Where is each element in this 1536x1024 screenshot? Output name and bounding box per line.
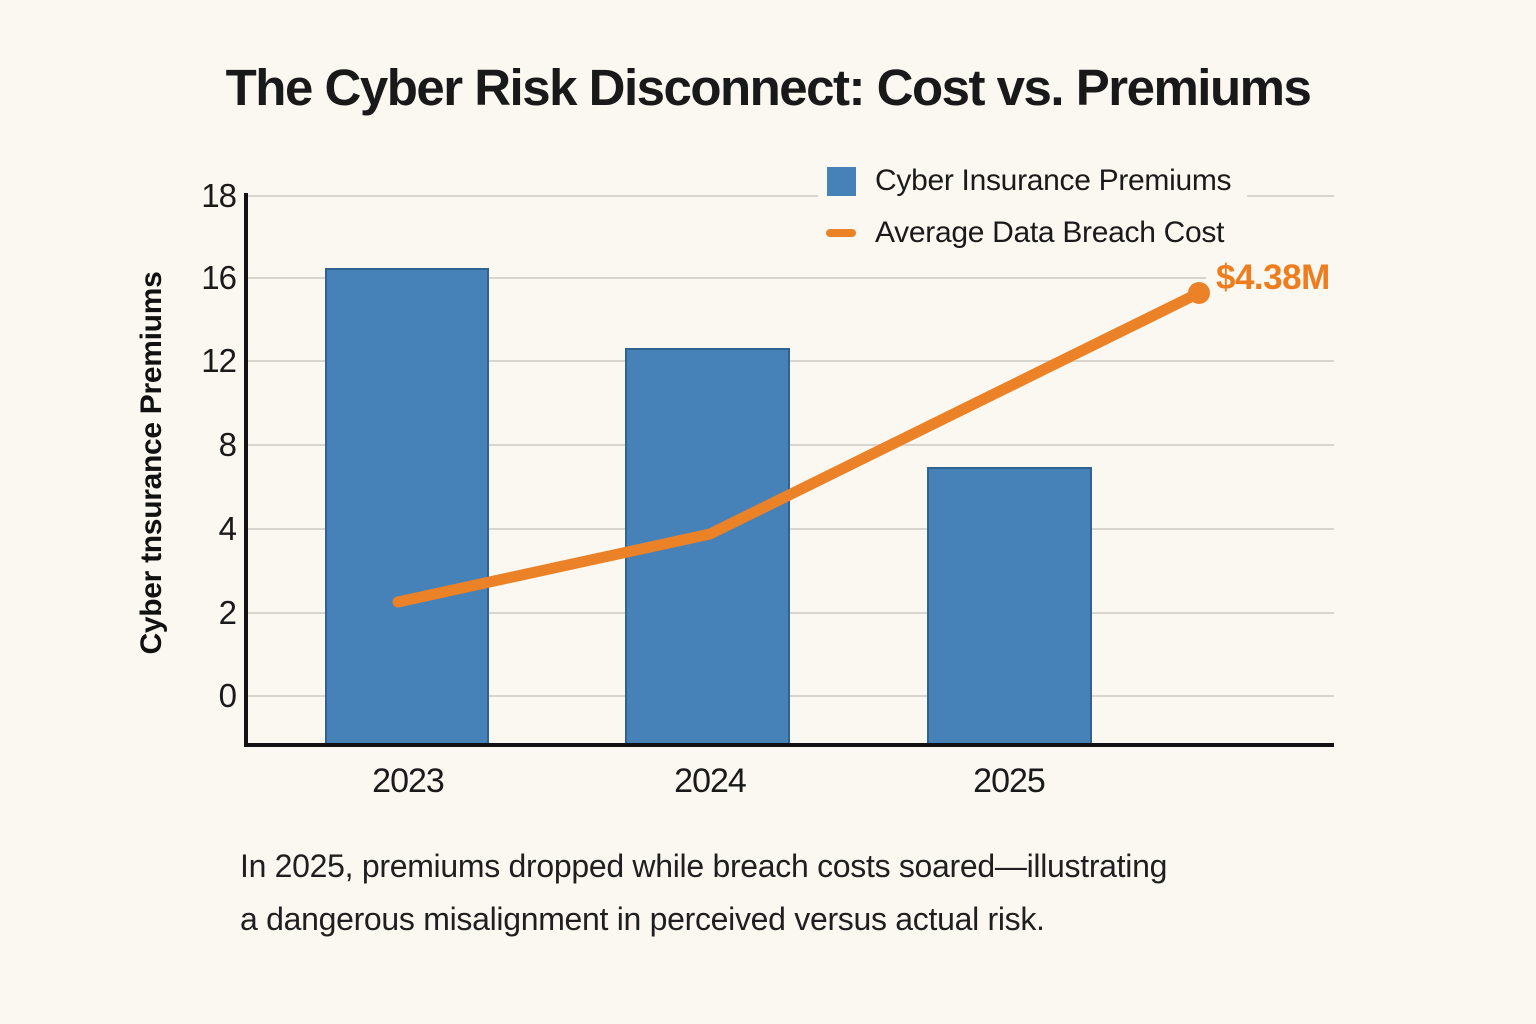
legend-line-icon xyxy=(826,229,856,237)
legend-item-breach-cost: Average Data Breach Cost xyxy=(818,212,1241,254)
y-tick-label: 4 xyxy=(218,510,237,547)
caption-line-1: In 2025, premiums dropped while breach c… xyxy=(240,848,1168,884)
gridline-2 xyxy=(248,612,1334,614)
gridline-16 xyxy=(248,277,1334,279)
bar-2023-premiums xyxy=(325,268,489,743)
x-tick-2023: 2023 xyxy=(372,762,445,800)
caption-line-2: a dangerous misalignment in perceived ve… xyxy=(240,901,1045,937)
legend-label: Cyber Insurance Premiums xyxy=(875,164,1232,197)
breach-cost-value-label: $4.38M xyxy=(1206,256,1338,304)
legend-item-premiums: Cyber Insurance Premiums xyxy=(818,160,1248,202)
y-tick-label: 8 xyxy=(218,426,237,463)
legend-label: Average Data Breach Cost xyxy=(875,216,1225,249)
y-tick-label: 18 xyxy=(201,177,237,214)
x-tick-2024: 2024 xyxy=(674,762,747,800)
x-tick-2025: 2025 xyxy=(973,762,1046,800)
x-axis-line xyxy=(244,743,1334,747)
chart-title: The Cyber Risk Disconnect: Cost vs. Prem… xyxy=(225,59,1312,116)
y-tick-label: 12 xyxy=(201,342,237,379)
legend-square-icon xyxy=(826,166,856,196)
y-tick-label: 0 xyxy=(218,677,237,714)
bar-2025-premiums xyxy=(927,467,1092,743)
gridline-18 xyxy=(248,195,1334,197)
y-tick-label: 16 xyxy=(201,259,237,296)
y-axis-line xyxy=(244,193,248,745)
bar-2024-premiums xyxy=(625,348,790,743)
y-tick-label: 2 xyxy=(218,594,237,631)
gridline-0 xyxy=(248,695,1334,697)
chart-caption: In 2025, premiums dropped while breach c… xyxy=(240,840,1400,946)
